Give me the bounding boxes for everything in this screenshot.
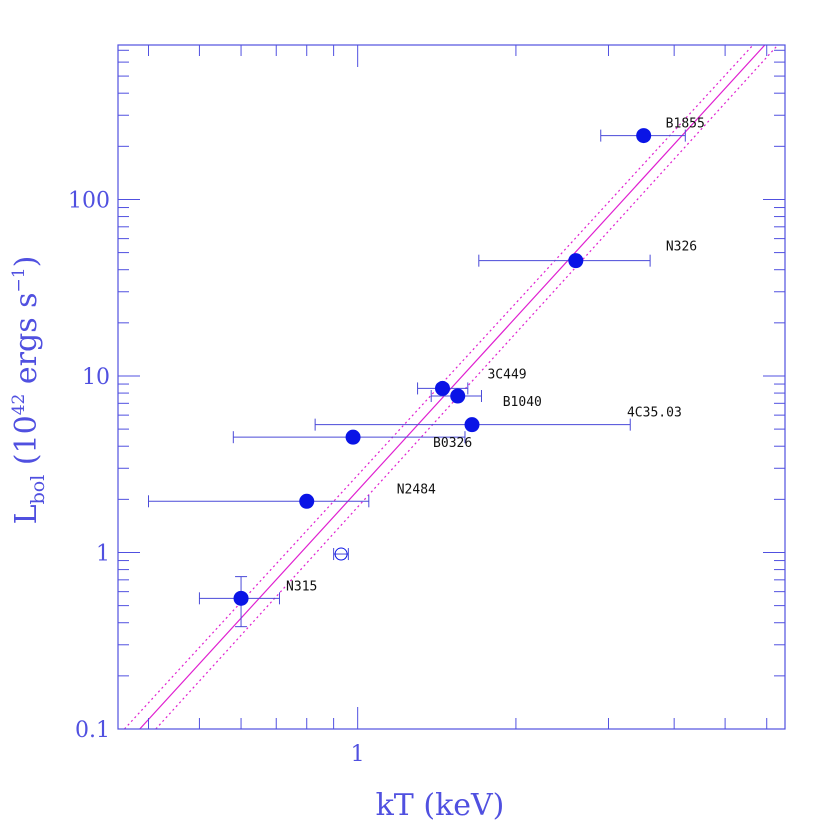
point-label-B1040: B1040: [503, 395, 542, 410]
y-axis-title: Lbol (1042 ergs s−1): [9, 256, 49, 525]
fit-line: [139, 45, 766, 729]
data-point-N315: [233, 590, 249, 606]
data-point-B0326: [345, 429, 361, 445]
point-label-B1855: B1855: [666, 117, 705, 132]
data-point-4C35.03: [464, 417, 480, 433]
point-label-N315: N315: [286, 579, 317, 594]
plot-frame: [117, 44, 786, 730]
x-tick-label-1: 1: [351, 742, 365, 767]
fit-bound-2: [155, 45, 779, 729]
tick-label-layer: 1 0.1 1 10 100: [68, 188, 365, 767]
y-tick-label-10: 10: [82, 365, 110, 390]
point-label-N326: N326: [666, 240, 697, 255]
point-label-B0326: B0326: [433, 436, 472, 451]
x-axis-title: kT (keV): [376, 788, 505, 823]
y-tick-label-100: 100: [68, 188, 110, 213]
point-layer: B1855 N326 3C449 B1040 4C35.03 B0326 N2484 N315: [233, 117, 705, 606]
y-tick-label-1: 1: [96, 541, 110, 566]
point-label-4C35.03: 4C35.03: [627, 406, 682, 421]
data-point-N2484: [299, 493, 315, 509]
axes-frame: [117, 44, 786, 730]
point-label-N2484: N2484: [397, 482, 436, 497]
data-point-N326: [568, 253, 584, 269]
point-label-3C449: 3C449: [487, 367, 526, 382]
y-tick-label-0.1: 0.1: [75, 718, 110, 743]
data-point-B1855: [636, 128, 652, 144]
data-point-B1040: [450, 388, 466, 404]
data-point-3C449: [434, 380, 450, 396]
data-point-open-8: [334, 547, 348, 561]
fit-layer: [123, 45, 779, 729]
errorbar-layer: [147, 129, 686, 628]
